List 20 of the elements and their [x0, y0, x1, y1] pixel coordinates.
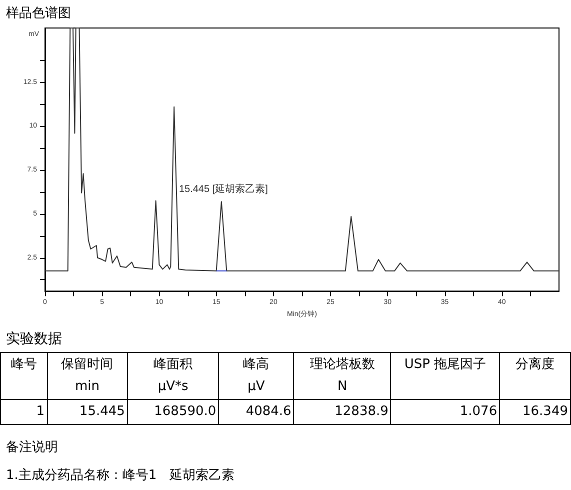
text: 理论塔板数 N — [294, 352, 391, 400]
text: 168590.0 — [127, 400, 219, 424]
text: 保留时间 min — [47, 352, 128, 400]
text: 备注说明 — [6, 439, 58, 456]
text: 1.主成分药品名称：峰号1 延胡索乙素 — [6, 467, 235, 484]
text: 峰号 — [0, 352, 48, 400]
text: 12838.9 — [294, 400, 391, 424]
text: 4084.6 — [218, 400, 294, 424]
text: 峰高 µV — [218, 352, 294, 400]
text: 峰面积 µV*s — [127, 352, 219, 400]
chart-title: 样品色谱图 — [6, 5, 71, 22]
text: 1.076 — [390, 400, 500, 424]
annotation: 15.445 [延胡索乙素] — [178, 183, 268, 196]
line-series — [44, 28, 560, 272]
text: 1 — [0, 400, 48, 424]
text: 分离度 — [500, 352, 570, 400]
text: 16.349 — [500, 400, 570, 424]
text: USP 拖尾因子 — [390, 352, 500, 400]
text: 实验数据 — [6, 330, 62, 348]
text: 15.445 — [47, 400, 128, 424]
